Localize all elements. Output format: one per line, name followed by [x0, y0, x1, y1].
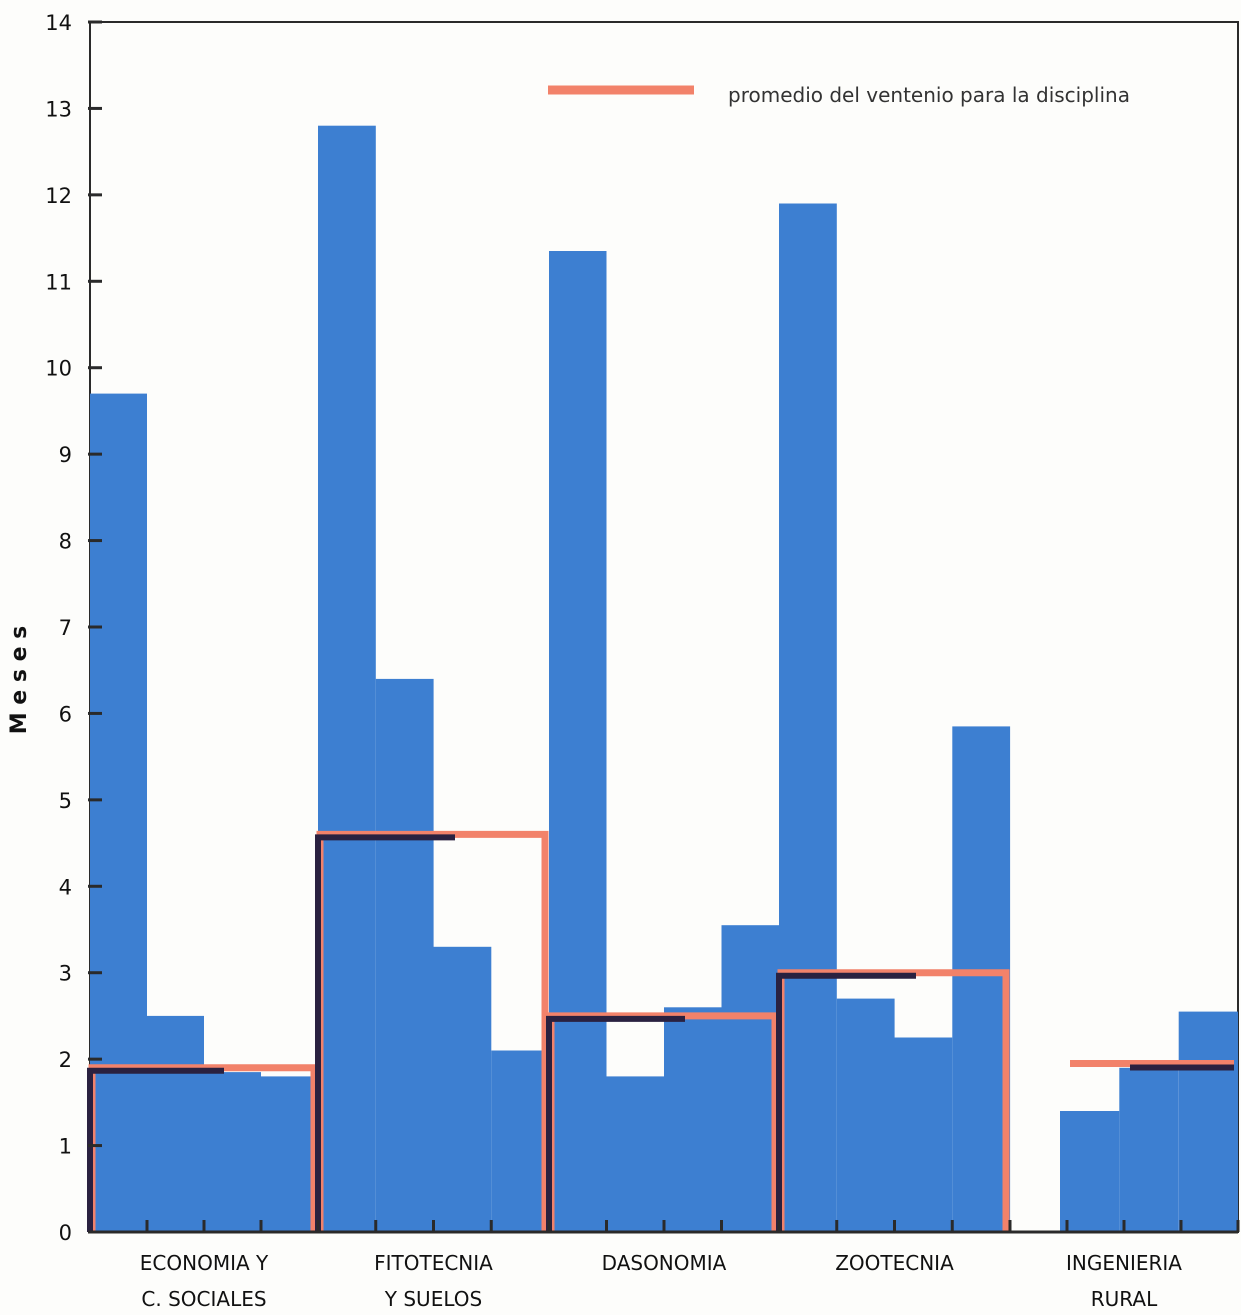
category-label-2-1: FITOTECNIA — [374, 1251, 493, 1275]
bar-3-2 — [606, 1076, 664, 1232]
bar-3-4 — [721, 925, 779, 1232]
category-label-4-1: ZOOTECNIA — [835, 1251, 954, 1275]
bar-5-2 — [1060, 1111, 1120, 1232]
y-tick-label-11: 11 — [45, 270, 72, 294]
category-label-5-1: INGENIERIA — [1066, 1251, 1182, 1275]
y-tick-label-10: 10 — [45, 357, 72, 381]
category-label-3-1: DASONOMIA — [602, 1251, 727, 1275]
y-tick-label-0: 0 — [59, 1221, 72, 1245]
bar-1-4 — [261, 1076, 318, 1232]
bar-5-4 — [1178, 1011, 1238, 1232]
legend: promedio del ventenio para la disciplina — [548, 83, 1130, 107]
y-tick-label-9: 9 — [59, 443, 72, 467]
y-tick-label-4: 4 — [59, 875, 72, 899]
category-label-2-2: Y SUELOS — [384, 1287, 482, 1311]
average-outline-4 — [776, 972, 916, 1232]
average-outline-1 — [87, 1067, 224, 1232]
bar-4-4 — [952, 726, 1011, 1232]
y-tick-label-2: 2 — [59, 1048, 72, 1072]
y-tick-label-6: 6 — [59, 702, 72, 726]
y-axis-label: M e s e s — [7, 626, 32, 735]
y-tick-label-13: 13 — [45, 97, 72, 121]
bar-4-2 — [836, 998, 895, 1232]
bar-3-1 — [549, 251, 607, 1232]
bar-5-3 — [1119, 1067, 1179, 1232]
bar-4-1 — [779, 203, 837, 1232]
y-tick-label-5: 5 — [59, 789, 72, 813]
legend-label: promedio del ventenio para la disciplina — [728, 83, 1130, 107]
average-outline-3 — [546, 1015, 685, 1232]
category-label-1-1: ECONOMIA Y — [140, 1251, 269, 1275]
y-tick-label-12: 12 — [45, 184, 72, 208]
bar-1-1 — [90, 393, 147, 1233]
bar-3-3 — [664, 1007, 722, 1232]
y-tick-label-8: 8 — [59, 530, 72, 554]
category-label-5-2: RURAL — [1091, 1287, 1158, 1311]
bar-2-2 — [375, 678, 434, 1232]
bar-1-2 — [147, 1015, 204, 1232]
y-tick-label-7: 7 — [59, 616, 72, 640]
bar-2-4 — [491, 1050, 550, 1232]
y-tick-label-1: 1 — [59, 1135, 72, 1159]
y-tick-label-3: 3 — [59, 962, 72, 986]
bar-4-3 — [894, 1037, 953, 1232]
average-outline-2 — [315, 834, 455, 1232]
y-tick-label-14: 14 — [45, 11, 72, 35]
bar-1-3 — [204, 1072, 261, 1232]
category-label-1-2: C. SOCIALES — [141, 1287, 266, 1311]
bar-2-3 — [433, 946, 492, 1232]
bar-2-1 — [318, 125, 376, 1233]
